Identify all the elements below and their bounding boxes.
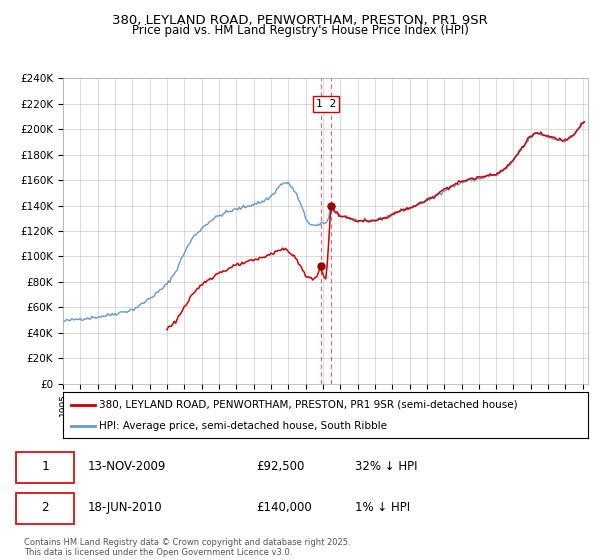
FancyBboxPatch shape bbox=[16, 452, 74, 483]
Text: 2: 2 bbox=[41, 501, 49, 514]
Text: 32% ↓ HPI: 32% ↓ HPI bbox=[355, 460, 418, 473]
Text: 380, LEYLAND ROAD, PENWORTHAM, PRESTON, PR1 9SR: 380, LEYLAND ROAD, PENWORTHAM, PRESTON, … bbox=[112, 14, 488, 27]
Text: HPI: Average price, semi-detached house, South Ribble: HPI: Average price, semi-detached house,… bbox=[98, 422, 387, 431]
Text: 1% ↓ HPI: 1% ↓ HPI bbox=[355, 501, 410, 514]
Text: 18-JUN-2010: 18-JUN-2010 bbox=[88, 501, 162, 514]
Text: 1 2: 1 2 bbox=[316, 99, 336, 109]
Text: 380, LEYLAND ROAD, PENWORTHAM, PRESTON, PR1 9SR (semi-detached house): 380, LEYLAND ROAD, PENWORTHAM, PRESTON, … bbox=[98, 400, 517, 410]
Text: £92,500: £92,500 bbox=[256, 460, 304, 473]
Text: Price paid vs. HM Land Registry's House Price Index (HPI): Price paid vs. HM Land Registry's House … bbox=[131, 24, 469, 36]
Text: £140,000: £140,000 bbox=[256, 501, 311, 514]
Text: 13-NOV-2009: 13-NOV-2009 bbox=[88, 460, 166, 473]
FancyBboxPatch shape bbox=[16, 493, 74, 524]
Text: Contains HM Land Registry data © Crown copyright and database right 2025.
This d: Contains HM Land Registry data © Crown c… bbox=[24, 538, 350, 557]
Text: 1: 1 bbox=[41, 460, 49, 473]
